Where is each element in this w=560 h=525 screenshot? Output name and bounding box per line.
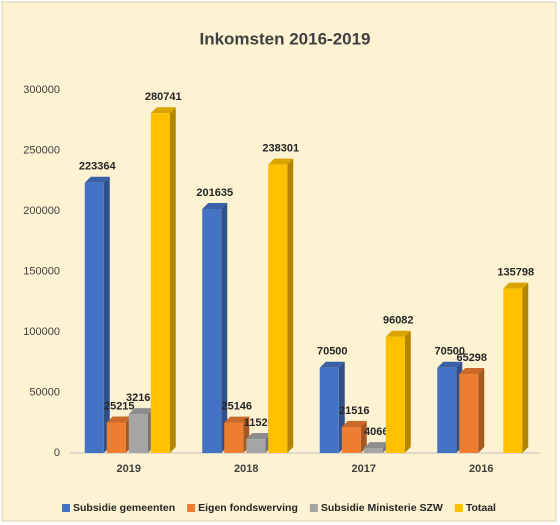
bar-side	[169, 107, 176, 453]
legend-label: Subsidie gemeenten	[73, 502, 175, 514]
y-tick-label: 300000	[23, 84, 60, 96]
bar-side	[478, 367, 485, 453]
value-label: 280741	[145, 91, 182, 103]
value-label: 135798	[497, 267, 534, 279]
bar-top	[437, 361, 463, 368]
bar	[202, 209, 222, 453]
value-label: 32162	[126, 392, 157, 404]
bar	[84, 182, 104, 453]
legend-swatch	[309, 504, 318, 512]
y-tick-label: 50000	[29, 386, 60, 398]
bar-side	[221, 203, 228, 453]
y-tick-label: 100000	[23, 326, 60, 338]
value-label: 25215	[104, 400, 135, 412]
value-label: 11520	[244, 417, 274, 429]
bar	[224, 422, 244, 453]
bar-top	[202, 203, 228, 210]
bar-side	[360, 420, 367, 453]
value-label: 96082	[383, 315, 414, 327]
legend-label: Subsidie Ministerie SZW	[321, 502, 443, 514]
bar	[128, 414, 148, 453]
value-label: 4066	[364, 426, 388, 438]
value-label: 65298	[456, 352, 487, 364]
x-tick-label: 2016	[469, 463, 493, 475]
legend-swatch	[62, 504, 70, 512]
value-label: 70500	[434, 346, 465, 358]
value-label: 70500	[317, 346, 348, 358]
bar-top	[246, 433, 272, 440]
bar-top	[459, 367, 485, 374]
bar-top	[224, 416, 250, 423]
bar-side	[404, 330, 411, 453]
bar-top	[385, 330, 411, 337]
chart-title: Inkomsten 2016-2019	[199, 29, 370, 48]
bar-side	[287, 158, 294, 453]
bar	[246, 439, 266, 453]
x-tick-label: 2017	[352, 463, 376, 475]
bar-top	[106, 416, 132, 423]
bar-top	[363, 442, 389, 449]
y-tick-label: 250000	[23, 144, 60, 156]
value-label: 201635	[196, 187, 233, 199]
value-label: 25146	[221, 400, 252, 412]
bar	[503, 288, 523, 453]
legend-swatch	[187, 504, 196, 512]
y-tick-label: 150000	[23, 265, 60, 277]
legend-swatch	[454, 504, 463, 512]
x-tick-label: 2019	[117, 463, 141, 475]
value-label: 238301	[262, 143, 299, 155]
bar	[150, 113, 170, 453]
bar-top	[341, 420, 367, 427]
value-label: 21516	[339, 405, 370, 417]
bar-top	[150, 107, 176, 114]
bar-side	[103, 176, 110, 453]
y-tick-label: 0	[54, 447, 60, 459]
bar-top	[319, 361, 345, 368]
bar	[268, 164, 288, 453]
legend-label: Totaal	[466, 502, 496, 514]
bar-top	[128, 408, 154, 415]
legend-label: Eigen fondswerving	[198, 502, 298, 514]
bar	[341, 426, 361, 453]
bar	[385, 336, 405, 453]
bar	[319, 367, 339, 453]
bar	[459, 373, 479, 453]
bar	[437, 367, 457, 453]
value-label: 223364	[79, 161, 117, 173]
bar-top	[503, 282, 529, 289]
bar	[363, 448, 383, 453]
x-tick-label: 2018	[234, 463, 258, 475]
bar-top	[268, 158, 294, 165]
bar-top	[84, 176, 110, 183]
y-tick-label: 200000	[23, 205, 60, 217]
bar-side	[522, 282, 529, 453]
bar	[106, 422, 126, 453]
